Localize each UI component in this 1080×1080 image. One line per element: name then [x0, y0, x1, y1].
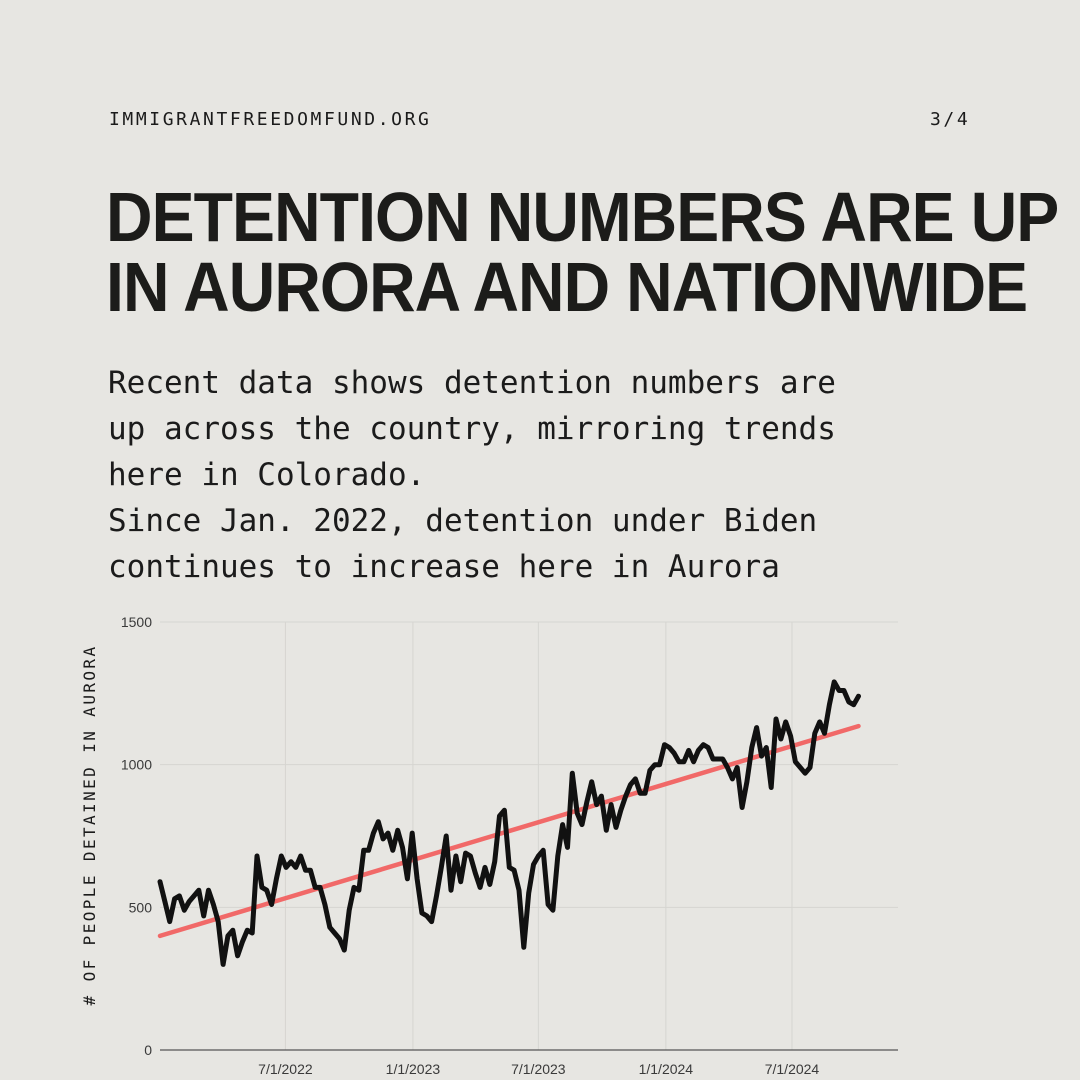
- site-url: IMMIGRANTFREEDOMFUND.ORG: [109, 109, 432, 130]
- body-paragraph: Recent data shows detention numbers are …: [108, 360, 1008, 590]
- x-tick-label: 7/1/2022: [258, 1061, 313, 1077]
- x-tick-label: 7/1/2024: [765, 1061, 820, 1077]
- series-line-trend: [157, 723, 861, 939]
- y-axis-label: # OF PEOPLE DETAINED IN AURORA: [80, 645, 99, 1006]
- x-tick-label: 7/1/2023: [511, 1061, 566, 1077]
- y-tick-label: 1500: [121, 614, 152, 630]
- body-line-2: up across the country, mirroring trends: [108, 411, 836, 447]
- body-line-4: Since Jan. 2022, detention under Biden: [108, 503, 818, 539]
- x-tick-label: 1/1/2023: [386, 1061, 441, 1077]
- chart-series: [157, 679, 861, 967]
- x-tick-label: 1/1/2024: [639, 1061, 694, 1077]
- detention-line-chart: 0 500 1000 1500 7/1/2022 1/1/2023 7/1/2023 1/1/…: [80, 614, 898, 1077]
- body-line-5: continues to increase here in Aurora: [108, 549, 780, 585]
- chart-axes: 0 500 1000 1500 7/1/2022 1/1/2023 7/1/2023 1/1/…: [121, 614, 898, 1077]
- page-indicator: 3/4: [930, 109, 971, 130]
- body-line-1: Recent data shows detention numbers are: [108, 365, 836, 401]
- title-line-1: DETENTION NUMBERS ARE UP: [106, 178, 1059, 256]
- title-line-2: IN AURORA AND NATIONWIDE: [106, 248, 1028, 326]
- chart-grid: [160, 621, 898, 1050]
- page-title: DETENTION NUMBERS ARE UP IN AURORA AND N…: [106, 178, 1059, 326]
- series-line-detained: [157, 679, 861, 967]
- y-tick-label: 500: [129, 899, 153, 915]
- y-tick-label: 1000: [121, 757, 152, 773]
- y-tick-label: 0: [144, 1042, 152, 1058]
- body-line-3: here in Colorado.: [108, 457, 426, 493]
